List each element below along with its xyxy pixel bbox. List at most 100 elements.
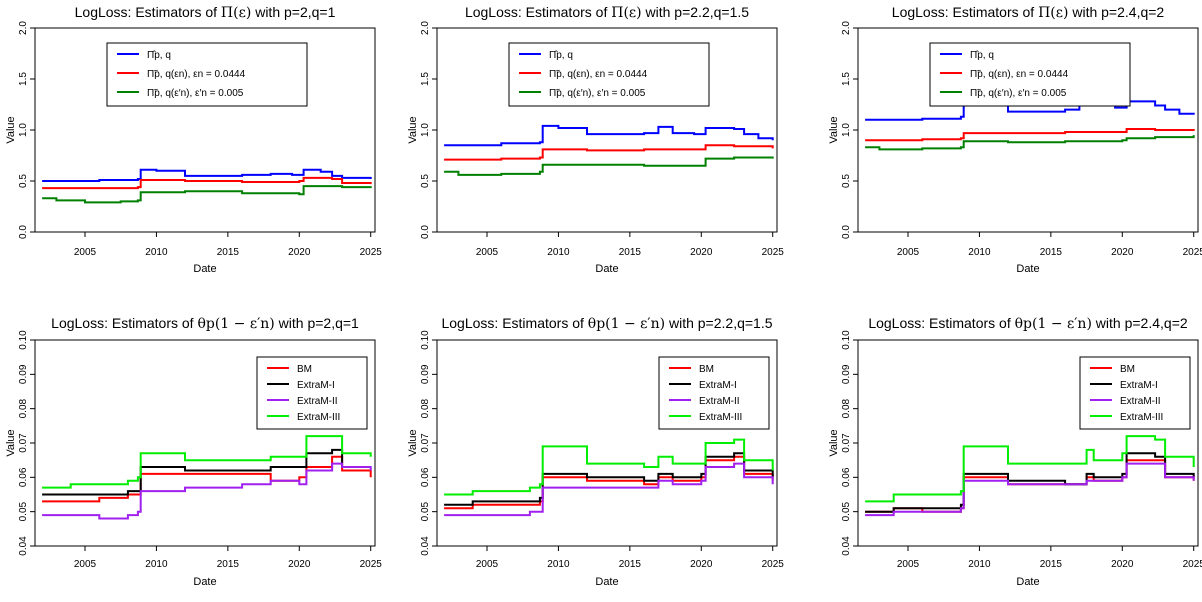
panel-5: LogLoss: Estimators of θp(1 − ε′n) with …: [407, 315, 784, 588]
y-tick-label: 1.5: [18, 72, 29, 86]
x-tick-label: 2020: [690, 559, 713, 570]
series-line-2: [865, 128, 1195, 142]
x-tick-label: 2020: [288, 559, 311, 570]
x-axis-label: Date: [595, 263, 618, 275]
y-tick-label: 0.08: [841, 398, 852, 418]
y-tick-label: 0.04: [18, 536, 29, 556]
legend-entry: BM: [1120, 364, 1135, 375]
x-tick-label: 2015: [217, 247, 240, 258]
legend-box: [508, 42, 710, 107]
x-axis-label: Date: [1016, 263, 1039, 275]
y-tick-label: 0.5: [841, 174, 852, 188]
legend-entry: Π̃p, q(εn), εn = 0.0444: [970, 69, 1069, 80]
x-tick-label: 2015: [1040, 247, 1063, 258]
title-symbol: Π(ε): [221, 5, 251, 21]
y-tick-label: 0.04: [420, 536, 431, 556]
y-tick-label: 0.0: [420, 225, 431, 239]
legend-entry: BM: [297, 364, 312, 375]
legend-entry: ExtraM-I: [297, 380, 335, 391]
legend-entry: Π̂p, q: [970, 49, 994, 61]
x-tick-label: 2020: [690, 247, 713, 258]
x-tick-label: 2005: [74, 559, 97, 570]
legend-entry: Π̃p, q(εn), εn = 0.0444: [549, 69, 648, 80]
title-symbol: Π(ε): [1038, 5, 1068, 21]
y-tick-label: 2.0: [420, 21, 431, 35]
x-tick-label: 2025: [1183, 247, 1202, 258]
title-suffix: with p=2,q=1: [275, 315, 359, 331]
y-tick-label: 0.09: [420, 364, 431, 384]
y-tick-label: 1.0: [841, 123, 852, 137]
y-tick-label: 0.10: [841, 330, 852, 350]
legend-entry: ExtraM-I: [699, 380, 737, 391]
y-tick-label: 0.09: [841, 364, 852, 384]
series-line-1: [865, 459, 1195, 513]
legend-entry: ExtraM-II: [1120, 396, 1161, 407]
title-suffix: with p=2.4,q=2: [1068, 4, 1164, 20]
y-axis-label: Value: [407, 116, 419, 143]
x-tick-label: 2005: [476, 559, 499, 570]
series-line-2: [865, 452, 1195, 513]
legend-entry: Π̂p, q: [147, 49, 171, 61]
series-line-2: [42, 176, 372, 190]
series-line-1: [42, 168, 372, 182]
panel-title: LogLoss: Estimators of θp(1 − ε′n) with …: [51, 315, 359, 332]
series-line-3: [444, 156, 774, 176]
x-tick-label: 2020: [1111, 247, 1134, 258]
x-tick-label: 2015: [619, 247, 642, 258]
y-tick-label: 1.0: [18, 123, 29, 137]
panel-1: LogLoss: Estimators of Π(ε) with p=2,q=1…: [5, 4, 382, 275]
series-line-2: [42, 448, 371, 496]
y-tick-label: 0.08: [420, 398, 431, 418]
y-tick-label: 0.5: [18, 174, 29, 188]
legend-entry: Π̃p, q(ε′n), ε′n = 0.005: [549, 88, 646, 99]
x-axis-label: Date: [595, 576, 618, 588]
y-tick-label: 0.5: [420, 174, 431, 188]
legend-entry: ExtraM-II: [297, 396, 338, 407]
series-line-3: [42, 185, 372, 204]
title-symbol: θp(1 − ε′n): [588, 316, 665, 332]
y-axis-label: Value: [407, 429, 419, 456]
y-tick-label: 0.04: [841, 536, 852, 556]
legend-entry: ExtraM-II: [699, 396, 740, 407]
y-tick-label: 0.07: [841, 433, 852, 453]
title-prefix: LogLoss: Estimators of: [75, 4, 221, 20]
y-tick-label: 0.05: [841, 501, 852, 521]
title-suffix: with p=2,q=1: [251, 4, 335, 20]
y-tick-label: 1.5: [420, 72, 431, 86]
title-symbol: Π(ε): [611, 5, 641, 21]
x-tick-label: 2010: [968, 247, 991, 258]
y-tick-label: 0.0: [841, 225, 852, 239]
legend-entry: ExtraM-I: [1120, 380, 1158, 391]
legend-entry: ExtraM-III: [699, 412, 742, 423]
legend: BM ExtraM-I ExtraM-II ExtraM-III: [658, 356, 770, 430]
panel-4: LogLoss: Estimators of θp(1 − ε′n) with …: [5, 315, 382, 588]
x-tick-label: 2010: [145, 559, 168, 570]
y-tick-label: 0.06: [420, 467, 431, 487]
x-tick-label: 2010: [968, 559, 991, 570]
legend-entry: Π̃p, q(ε′n), ε′n = 0.005: [147, 88, 244, 99]
y-tick-label: 0.07: [420, 433, 431, 453]
y-tick-label: 0.05: [18, 501, 29, 521]
x-tick-label: 2005: [897, 247, 920, 258]
y-tick-label: 2.0: [18, 21, 29, 35]
y-tick-label: 0.06: [841, 467, 852, 487]
x-axis-label: Date: [193, 263, 216, 275]
legend-box: [106, 42, 308, 107]
x-tick-label: 2025: [1183, 559, 1202, 570]
legend-entry: ExtraM-III: [1120, 412, 1163, 423]
series-line-1: [444, 124, 774, 147]
y-axis-label: Value: [5, 116, 17, 143]
legend: Π̂p, q Π̃p, q(εn), εn = 0.0444 Π̃p, q(ε′n)…: [508, 42, 710, 107]
legend-entry: Π̃p, q(εn), εn = 0.0444: [147, 69, 246, 80]
x-axis-label: Date: [193, 576, 216, 588]
y-tick-label: 2.0: [841, 21, 852, 35]
legend: Π̂p, q Π̃p, q(εn), εn = 0.0444 Π̃p, q(ε′n)…: [106, 42, 308, 107]
x-tick-label: 2010: [547, 559, 570, 570]
legend: Π̂p, q Π̃p, q(εn), εn = 0.0444 Π̃p, q(ε′n)…: [929, 42, 1131, 107]
y-axis-label: Value: [828, 116, 840, 143]
panel-3: LogLoss: Estimators of Π(ε) with p=2.4,q…: [828, 4, 1202, 275]
x-tick-label: 2020: [288, 247, 311, 258]
panel-title: LogLoss: Estimators of Π(ε) with p=2,q=1: [75, 4, 336, 21]
y-axis-label: Value: [5, 429, 17, 456]
